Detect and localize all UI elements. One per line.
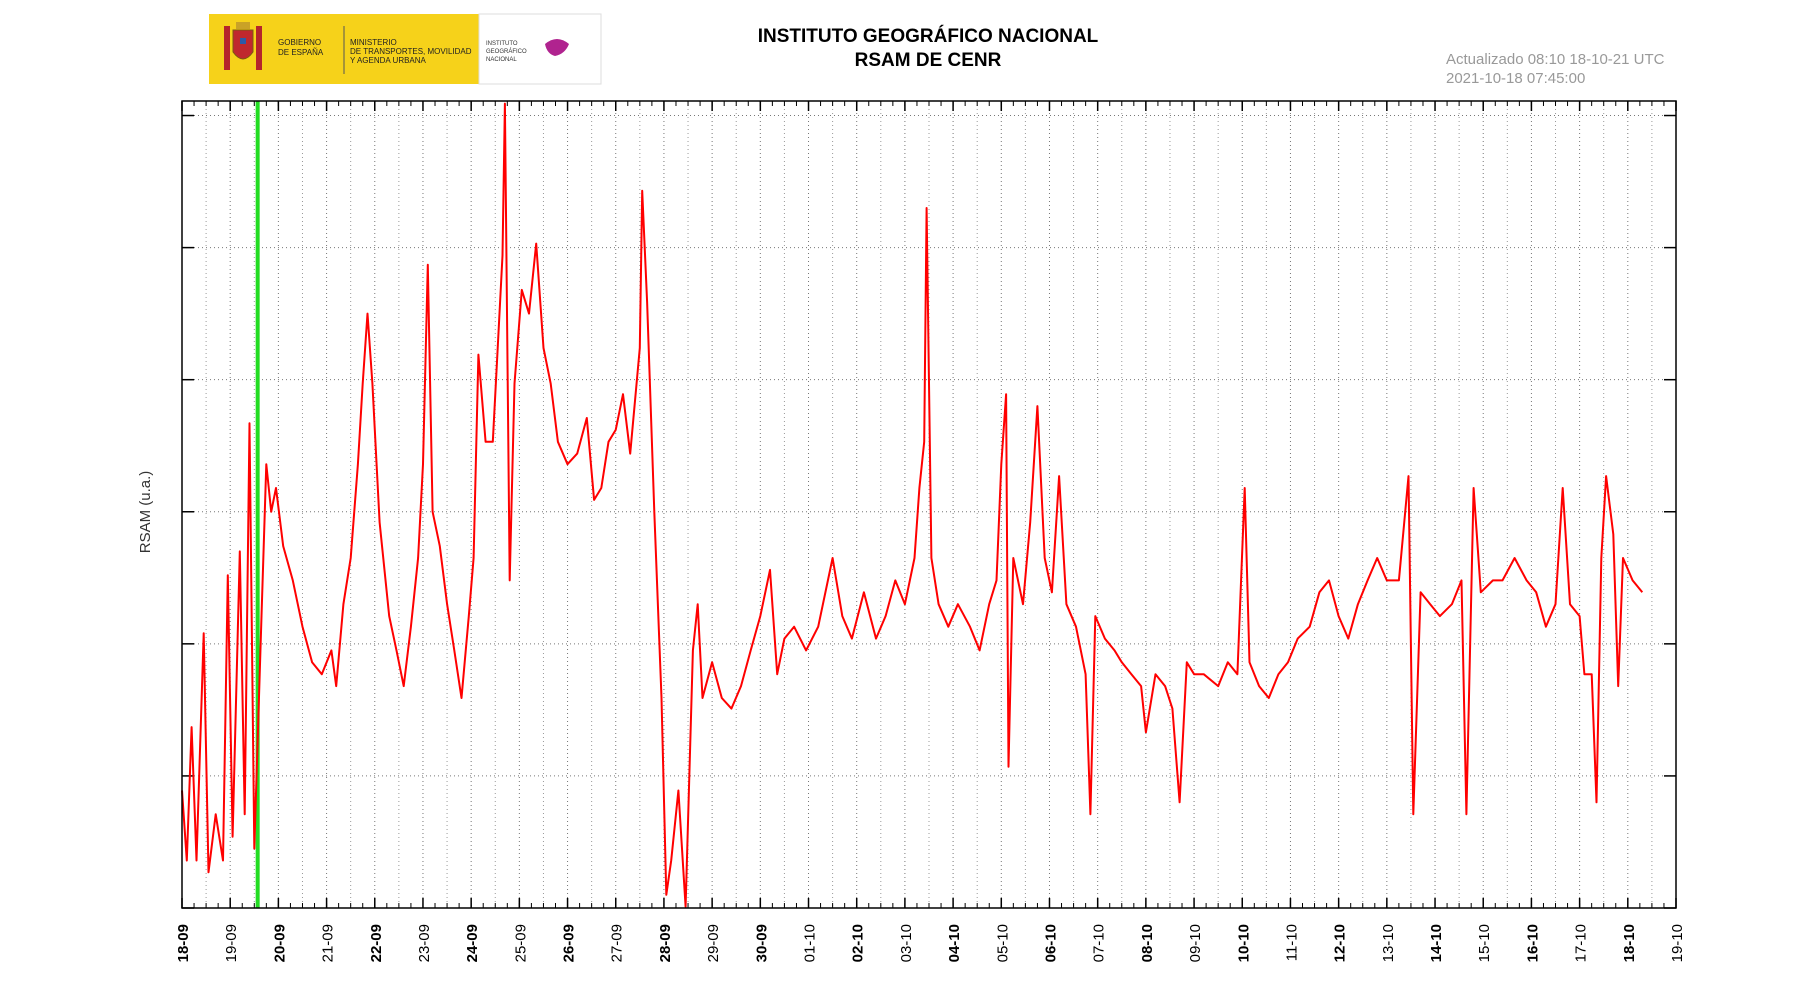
chart-title: INSTITUTO GEOGRÁFICO NACIONAL [758,25,1099,47]
x-tick-label: 19-09 [223,924,240,962]
y-axis-label: RSAM (u.a.) [137,471,154,554]
x-tick-label: 26-09 [561,924,578,962]
x-tick-label: 21-09 [320,924,337,962]
coat-of-arms [224,22,262,70]
x-tick-label: 19-10 [1669,924,1686,962]
x-tick-label: 22-09 [368,924,385,962]
x-tick-label: 24-09 [464,924,481,962]
x-tick-label: 18-10 [1621,924,1638,962]
x-tick-label: 02-10 [850,924,867,962]
logo-text: MINISTERIO [350,38,397,47]
x-tick-label: 20-09 [271,924,288,962]
x-tick-label: 16-10 [1524,924,1541,962]
x-tick-label: 25-09 [512,924,529,962]
logo-text: NACIONAL [486,57,517,63]
x-tick-label: 06-10 [1042,924,1059,962]
logo-text: DE ESPAÑA [278,48,324,57]
x-tick-label: 11-10 [1283,924,1300,961]
x-tick-label: 05-10 [994,924,1011,962]
x-tick-label: 13-10 [1380,924,1397,962]
x-tick-label: 07-10 [1091,924,1108,962]
x-tick-label: 23-09 [416,924,433,962]
logo-text: DE TRANSPORTES, MOVILIDAD [350,47,472,56]
x-tick-label: 08-10 [1139,924,1156,962]
logo-text: INSTITUTO [486,41,518,47]
x-tick-label: 01-10 [802,924,819,962]
data-line [181,102,1644,908]
logo: GOBIERNO DE ESPAÑA MINISTERIO DE TRANSPO… [209,13,602,85]
x-tick-label: 30-09 [753,924,770,962]
plot-frame [181,100,1677,909]
logo-text: GEOGRÁFICO [486,48,527,55]
x-tick-label: 04-10 [946,924,963,962]
x-tick-label: 17-10 [1573,924,1590,962]
x-tick-label: 29-09 [705,924,722,962]
x-tick-label: 09-10 [1187,924,1204,962]
x-tick-label: 12-10 [1332,924,1349,962]
x-tick-label: 10-10 [1235,924,1252,962]
x-tick-label: 18-09 [175,924,192,962]
x-tick-label: 27-09 [609,924,626,962]
ign-icon [545,39,569,56]
chart-subtitle: RSAM DE CENR [855,50,1002,71]
timestamp-text: 2021-10-18 07:45:00 [1446,70,1585,87]
x-tick-label: 15-10 [1476,924,1493,962]
updated-text: Actualizado 08:10 18-10-21 UTC [1446,51,1665,68]
logo-white [478,13,602,85]
x-tick-label: 14-10 [1428,924,1445,962]
x-tick-label: 28-09 [657,924,674,962]
x-tick-label: 03-10 [898,924,915,962]
logo-text: Y AGENDA URBANA [350,56,427,65]
logo-text: GOBIERNO [278,38,321,47]
